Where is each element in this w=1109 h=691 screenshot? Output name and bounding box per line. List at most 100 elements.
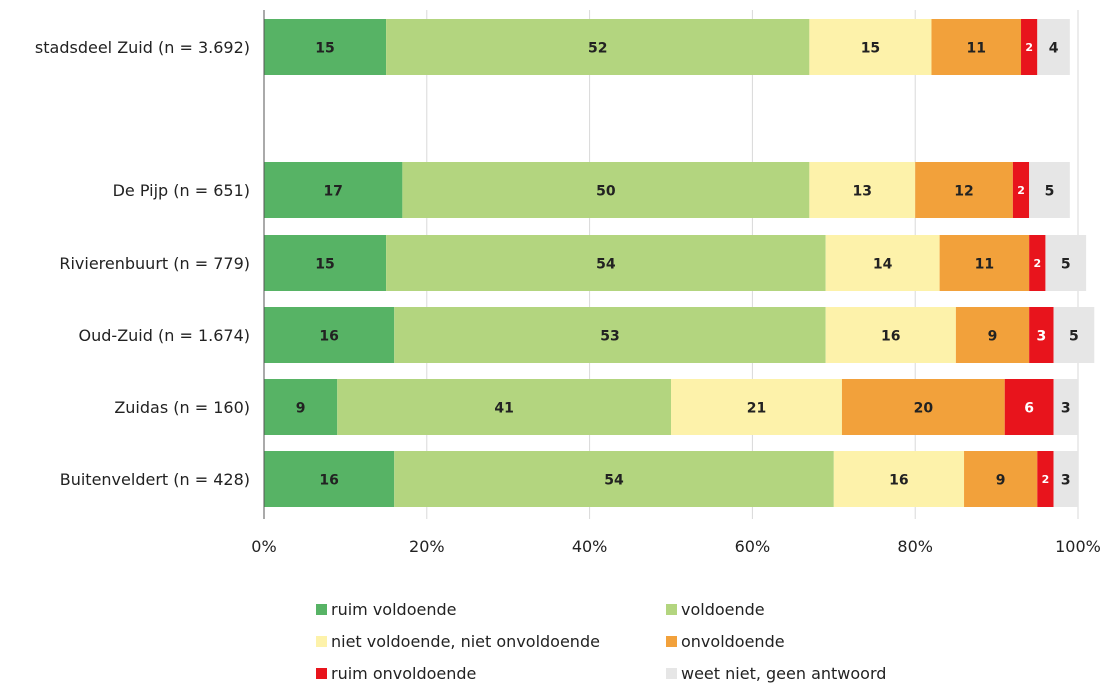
data-label: 50 [596,183,616,199]
legend-label: onvoldoende [681,631,785,651]
legend: ruim voldoende voldoende niet voldoende, n… [316,596,1016,686]
bar-segment [386,19,810,75]
bar-segment [1053,307,1095,363]
data-label: 16 [889,472,908,488]
bar-segment [264,451,395,507]
data-label: 2 [1025,41,1033,54]
data-label: 5 [1069,328,1079,344]
legend-swatch [666,603,677,615]
data-label: 3 [1061,472,1071,488]
data-label: 16 [319,328,338,344]
bar-segment [825,307,956,363]
bar-segment [402,162,810,218]
x-axis-tick-labels: 0% 20% 40% 60% 80% 100% [251,537,1101,556]
bar-segment [1029,162,1070,218]
category-label: stadsdeel Zuid (n = 3.692) [35,38,250,57]
bar-segment [264,235,387,291]
data-label: 11 [967,40,986,56]
bar-segment [833,451,965,507]
bar-segment [1021,19,1038,75]
data-label: 15 [861,40,880,56]
x-tick-label: 80% [897,537,933,556]
legend-swatch [316,667,327,679]
data-label: 16 [319,472,338,488]
x-tick-label: 20% [409,537,445,556]
data-label: 14 [873,256,893,272]
x-tick-label: 60% [735,537,771,556]
legend-item: voldoende [666,596,1016,622]
data-label: 2 [1033,257,1041,270]
data-label: 20 [914,400,934,416]
bar-segment [264,307,395,363]
data-label: 4 [1049,40,1059,56]
legend-item: ruim voldoende [316,596,666,622]
data-label: 15 [315,40,334,56]
legend-swatch [666,635,677,647]
category-label: Oud-Zuid (n = 1.674) [79,326,250,345]
data-label: 2 [1017,184,1025,197]
category-label: Zuidas (n = 160) [114,398,250,417]
data-label: 6 [1024,400,1034,416]
data-label: 9 [988,328,998,344]
bar-segment [671,379,842,435]
bar-segment [931,19,1022,75]
category-label: De Pijp (n = 651) [113,181,250,200]
data-label: 12 [954,183,973,199]
data-label: 9 [996,472,1006,488]
bar-segment [1037,19,1070,75]
legend-label: weet niet, geen antwoord [681,663,887,683]
legend-item: weet niet, geen antwoord [666,660,1016,686]
data-label: 5 [1061,256,1071,272]
legend-label: voldoende [681,599,765,619]
data-label: 5 [1045,183,1055,199]
data-label: 52 [588,40,607,56]
bar-segment [915,162,1013,218]
bar-segment [1053,451,1078,507]
x-tick-label: 0% [251,537,276,556]
data-label: 53 [600,328,619,344]
data-label: 54 [596,256,616,272]
bar-segment [264,19,387,75]
bar-segment [1029,307,1054,363]
bar-segment [1012,162,1030,218]
bar-segment [1053,379,1078,435]
legend-label: niet voldoende, niet onvoldoende [331,631,600,651]
x-tick-label: 100% [1055,537,1101,556]
x-tick-label: 40% [572,537,608,556]
data-label: 41 [494,400,513,416]
bar-segment [825,235,940,291]
category-label: Buitenveldert (n = 428) [60,470,250,489]
bar-segment [386,235,826,291]
category-label: Rivierenbuurt (n = 779) [59,254,250,273]
bar-segment [1037,451,1054,507]
data-label: 17 [323,183,342,199]
legend-item: onvoldoende [666,628,1016,654]
bar-segment [1045,235,1087,291]
data-label: 2 [1042,473,1050,486]
bar-segment [1004,379,1054,435]
bar-segment [809,19,932,75]
bar-segment [264,162,403,218]
data-label: 3 [1061,400,1071,416]
bar-segment [939,235,1030,291]
data-label: 11 [975,256,994,272]
bar-area: 15 52 15 11 2 4 17 50 13 12 2 5 15 54 14 11 2 5 16 53 16 9 3 5 9… [264,19,1095,507]
bar-segment [809,162,916,218]
bar-segment [337,379,671,435]
stacked-bar-chart: 15 52 15 11 2 4 17 50 13 12 2 5 15 54 14 11 2 5 16 53 16 9 3 5 9… [35,10,1101,556]
bar-segment [955,307,1030,363]
legend-item: niet voldoende, niet onvoldoende [316,628,666,654]
bar-segment [1029,235,1046,291]
data-label: 16 [881,328,900,344]
legend-label: ruim onvoldoende [331,663,477,683]
data-label: 13 [853,183,872,199]
data-label: 9 [296,400,306,416]
legend-item: ruim onvoldoende [316,660,666,686]
legend-label: ruim voldoende [331,599,457,619]
bar-segment [964,451,1038,507]
legend-swatch [316,635,327,647]
category-labels: stadsdeel Zuid (n = 3.692) De Pijp (n = 6… [35,38,250,489]
bar-segment [394,307,826,363]
data-label: 15 [315,256,334,272]
legend-swatch [666,667,677,679]
